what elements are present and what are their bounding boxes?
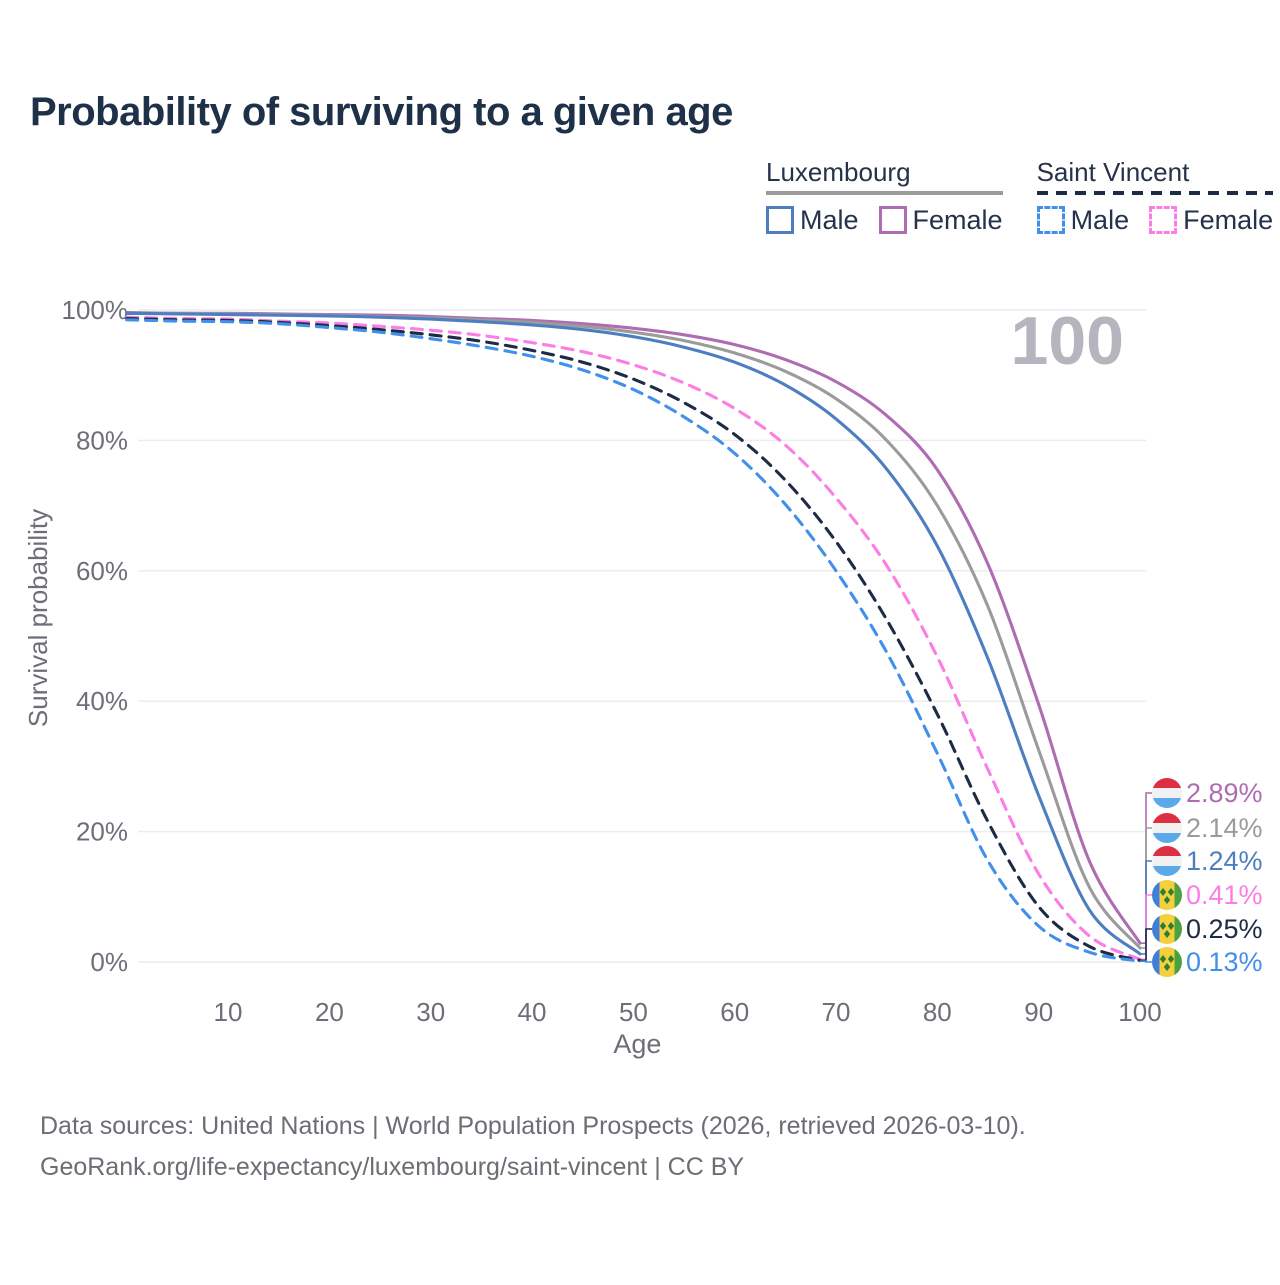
flag-luxembourg-icon <box>1152 846 1182 876</box>
data-sources-text: Data sources: United Nations | World Pop… <box>40 1112 1026 1140</box>
age-watermark: 100 <box>1011 303 1124 379</box>
legend-group-title-luxembourg: Luxembourg <box>766 157 911 187</box>
y-tick-label-0: 0% <box>90 947 128 977</box>
end-connector-saint-vincent-male <box>1140 960 1152 963</box>
legend-underline-luxembourg <box>766 190 1003 195</box>
legend-group-saint-vincent: Saint Vincent Male Female <box>1036 157 1274 236</box>
legend-group-luxembourg: Luxembourg Male Female <box>766 158 1003 236</box>
curve-luxembourg-both <box>125 311 1142 950</box>
curve-saint-vincent-male <box>125 318 1142 963</box>
legend-label-luxembourg-male: Male <box>800 204 859 235</box>
end-label-luxembourg-male: 1.24% <box>1186 846 1263 876</box>
legend-label-saint-vincent-male: Male <box>1070 204 1130 235</box>
legend-swatch-saint-vincent-male-icon <box>1036 206 1065 235</box>
flag-luxembourg-icon <box>1152 813 1182 843</box>
legend-item-luxembourg-female[interactable]: Female <box>878 204 1003 236</box>
legend-group-title-saint-vincent: Saint Vincent <box>1036 157 1190 187</box>
flag-saint-vincent-icon <box>1152 914 1182 944</box>
legend-swatch-luxembourg-male-icon <box>766 206 794 235</box>
chart-footer: Data sources: United Nations | World Pop… <box>40 1106 1026 1188</box>
y-tick-label-40: 40% <box>76 686 128 716</box>
y-tick-label-100: 100% <box>62 295 129 325</box>
chart-legend: Luxembourg Male Female Saint Vincent Mal… <box>766 157 1274 236</box>
legend-item-saint-vincent-female[interactable]: Female <box>1149 205 1273 236</box>
flag-saint-vincent-icon <box>1152 947 1182 977</box>
x-tick-label-20: 20 <box>315 997 344 1027</box>
x-tick-label-100: 100 <box>1118 997 1161 1027</box>
end-label-saint-vincent-female: 0.41% <box>1186 880 1263 910</box>
flag-luxembourg-icon <box>1152 778 1182 808</box>
legend-swatch-saint-vincent-female-icon <box>1149 206 1178 235</box>
x-tick-label-50: 50 <box>619 997 648 1027</box>
legend-item-saint-vincent-male[interactable]: Male <box>1036 204 1130 236</box>
page-title: Probability of surviving to a given age <box>30 90 733 134</box>
end-label-luxembourg-female: 2.89% <box>1186 778 1263 808</box>
legend-label-saint-vincent-female: Female <box>1183 204 1274 235</box>
end-label-luxembourg-both: 2.14% <box>1186 813 1263 843</box>
end-connector-saint-vincent-both <box>1140 928 1152 962</box>
x-tick-label-80: 80 <box>923 997 952 1027</box>
x-tick-label-30: 30 <box>416 997 445 1027</box>
y-tick-label-60: 60% <box>76 556 128 586</box>
y-tick-label-80: 80% <box>76 425 128 455</box>
x-tick-label-10: 10 <box>214 997 243 1027</box>
end-connector-saint-vincent-female <box>1140 894 1152 961</box>
legend-label-luxembourg-female: Female <box>912 204 1003 235</box>
x-tick-label-60: 60 <box>720 997 749 1027</box>
end-label-saint-vincent-male: 0.13% <box>1186 947 1263 977</box>
source-url-text: GeoRank.org/life-expectancy/luxembourg/s… <box>40 1153 745 1181</box>
y-axis-title: Survival probability <box>23 509 53 727</box>
curve-luxembourg-female <box>125 311 1142 945</box>
curve-saint-vincent-both <box>125 316 1142 962</box>
x-axis-title: Age <box>613 1029 661 1059</box>
legend-item-luxembourg-male[interactable]: Male <box>766 205 859 236</box>
x-tick-label-90: 90 <box>1024 997 1053 1027</box>
curve-saint-vincent-female <box>125 315 1142 961</box>
curve-luxembourg-male <box>125 311 1142 956</box>
flag-saint-vincent-icon <box>1152 880 1182 910</box>
legend-swatch-luxembourg-female-icon <box>878 206 907 235</box>
x-tick-label-70: 70 <box>822 997 851 1027</box>
legend-underline-saint-vincent <box>1036 190 1274 195</box>
end-label-saint-vincent-both: 0.25% <box>1186 914 1263 944</box>
x-tick-label-40: 40 <box>518 997 547 1027</box>
y-tick-label-20: 20% <box>76 817 128 847</box>
